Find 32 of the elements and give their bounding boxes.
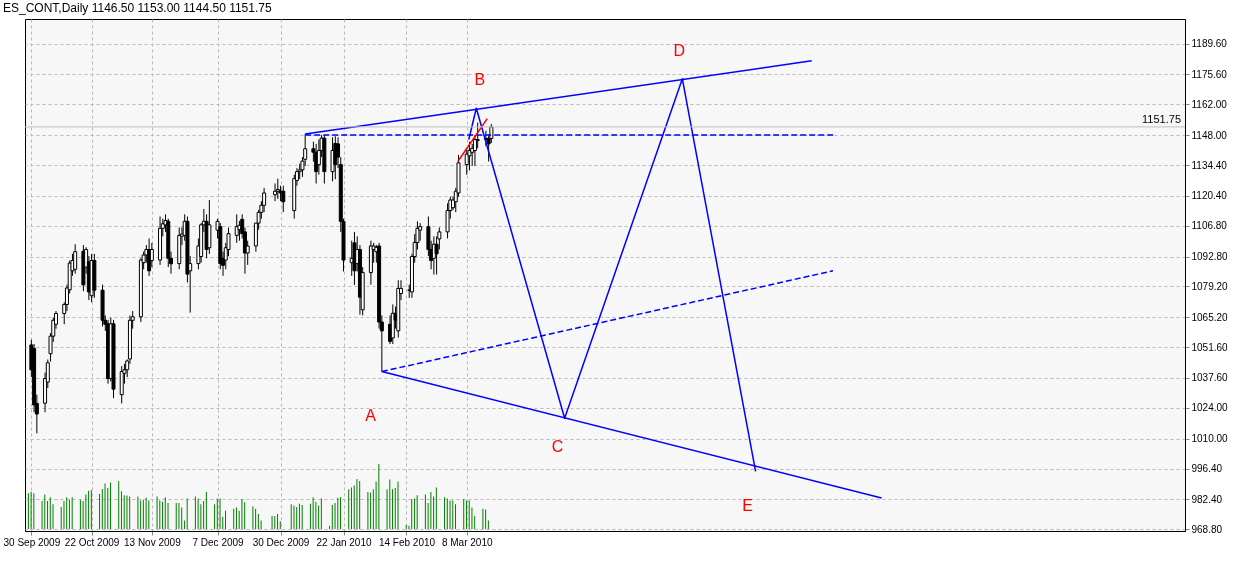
y-tick-label: 1134.40 [1191, 159, 1228, 171]
y-tick-label: 1037.60 [1191, 372, 1229, 384]
annotation: E [742, 497, 754, 515]
y-tick-label: 1106.80 [1191, 220, 1228, 232]
y-tick-label: 1079.20 [1191, 280, 1229, 292]
ref-line-label: 1151.75 [1142, 112, 1181, 125]
x-tick-label: 8 Mar 2010 [441, 536, 493, 548]
x-tick-label: 7 Dec 2009 [192, 536, 245, 548]
annotation: A [365, 407, 377, 425]
annotation: B [474, 70, 486, 88]
y-tick-label: 1175.60 [1191, 68, 1228, 80]
x-tick-label: 22 Jan 2010 [316, 536, 372, 548]
x-tick-label: 30 Sep 2009 [3, 536, 61, 548]
y-tick-label: 968.80 [1191, 523, 1223, 535]
y-tick-label: 1120.40 [1191, 190, 1228, 202]
chart-title: ES_CONT,Daily 1146.50 1153.00 1144.50 1151.75 [3, 1, 272, 15]
y-tick-label: 1010.00 [1191, 433, 1229, 445]
x-tick-label: 30 Dec 2009 [252, 536, 310, 548]
x-tick-label: 14 Feb 2010 [378, 536, 436, 548]
y-tick-label: 1024.00 [1191, 402, 1229, 414]
y-tick-label: 996.40 [1191, 463, 1223, 475]
y-tick-label: 1148.00 [1191, 129, 1228, 141]
y-tick-label: 1092.80 [1191, 251, 1229, 263]
annotation: D [673, 42, 686, 60]
x-tick-label: 13 Nov 2009 [123, 536, 182, 548]
x-tick-label: 22 Oct 2009 [64, 536, 120, 548]
y-tick-label: 982.40 [1191, 493, 1223, 505]
y-tick-label: 1065.20 [1191, 311, 1229, 323]
y-tick-label: 1162.00 [1191, 98, 1228, 110]
annotation: C [551, 437, 564, 455]
y-tick-label: 1189.60 [1191, 38, 1228, 50]
y-tick-label: 1051.60 [1191, 341, 1229, 353]
